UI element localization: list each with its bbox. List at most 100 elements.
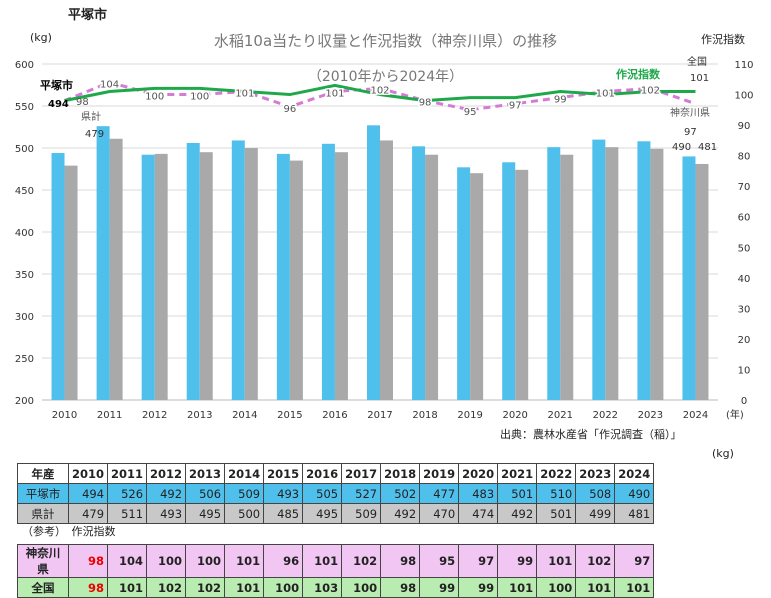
y-tick-right: 10 [738,365,751,376]
table-cell: 485 [263,503,304,524]
y-tick-right: 100 [734,91,753,102]
data-label-kanagawa-2022: 101 [596,88,615,99]
table-row-label: 県計 [17,503,69,524]
table-cell: 474 [458,503,499,524]
table-cell: 492 [380,503,421,524]
source-note: 出典：農林水産省「作況調査（稲）」 [500,428,682,441]
bar-pref-2021 [560,154,574,400]
table-cell: 100 [536,577,577,598]
table-cell: 101 [497,577,538,598]
table-row-label: 全国 [17,577,69,598]
bar-pref-2011 [109,138,123,400]
annotation-kanagawa: 神奈川県 [670,106,710,119]
bar-city-2019 [457,167,471,400]
bar-city-2017 [367,125,380,400]
chart-title: 水稲10a当たり収量と作況指数（神奈川県）の推移 [213,32,558,50]
y-axis-label-right: 作況指数 [701,33,745,46]
bar-city-2020 [502,162,516,400]
x-tick: 2013 [187,410,212,421]
table-cell: 481 [614,503,655,524]
table-cell: 100 [263,577,304,598]
table-cell: 495 [302,503,343,524]
bar-city-2011 [96,126,110,400]
bar-city-2010 [51,153,65,400]
table-cell: 494 [67,483,109,504]
bar-city-2021 [547,147,561,400]
bar-pref-2014 [244,148,258,400]
bar-city-2023 [637,141,651,400]
table-cell: 101 [302,544,343,578]
table-header-year: 2022 [536,463,577,484]
bar-pref-2020 [515,169,529,400]
data-label-kanagawa-2011: 104 [100,79,119,90]
table-cell: 492 [146,483,187,504]
table-cell: 508 [575,483,616,504]
data-table: 年産 2010 2011 2012 2013 2014 2015 2016 2017 2018 20… [17,463,655,598]
table-cell: 100 [146,544,187,578]
x-tick: 2015 [277,410,302,421]
table-cell: 97 [614,544,655,578]
y-tick-right: 50 [738,243,751,254]
table-cell: 505 [302,483,343,504]
bar-pref-2018 [425,154,439,400]
y-tick-left: 250 [15,354,34,365]
y-tick-left: 600 [15,60,34,71]
table-header-year: 2012 [146,463,187,484]
table-cell: 490 [614,483,655,504]
table-cell: 509 [224,483,265,504]
table-cell: 102 [575,544,616,578]
y-tick-left: 300 [15,312,34,323]
data-label-kanagawa-2021: 99 [554,95,567,106]
table-cell: 99 [458,577,499,598]
bar-city-2018 [412,146,426,400]
table-cell: 95 [419,544,460,578]
table-cell: 493 [263,483,304,504]
table-cell: 104 [107,544,148,578]
table-cell: 96 [263,544,304,578]
data-label-kanagawa-2020: 97 [509,101,522,112]
table-header-year: 2013 [185,463,226,484]
bar-pref-2019 [470,173,484,400]
bar-pref-2023 [650,148,664,400]
bar-pref-2010 [64,165,78,400]
y-tick-left: 450 [15,186,34,197]
table-header-year: 2015 [263,463,304,484]
table-header-row: 年産 2010 2011 2012 2013 2014 2015 2016 2017 2018 20… [17,463,655,484]
data-label-kanagawa-2018: 98 [419,98,432,109]
table-header-year: 2016 [302,463,343,484]
city-title: 平塚市 [68,8,108,23]
line-kanagawa-index [63,80,696,112]
table-header-year: 2011 [107,463,148,484]
annotation-national: 全国 [687,55,707,68]
table-cell: 103 [302,577,343,598]
data-label-pref-last: 481 [698,142,717,153]
table-cell: 100 [185,544,226,578]
table-cell: 101 [575,577,616,598]
data-label-pref-first: 479 [85,129,104,140]
bar-pref-2012 [154,153,168,400]
table-cell: 506 [185,483,226,504]
data-label-kanagawa-2012: 100 [145,92,164,103]
y-tick-right: 60 [738,213,751,224]
chart-svg: 200 250 300 350 400 450 500 550 600 0 10 20 30 40 50 60… [15,55,754,421]
y-axis-label-left: (kg) [30,31,52,44]
table-header-year: 2014 [224,463,265,484]
x-tick: 2016 [322,410,347,421]
x-tick: 2023 [638,410,663,421]
data-label-city-last: 490 [672,142,691,153]
data-label-kanagawa-2023: 102 [641,85,660,96]
bar-city-2015 [276,153,290,400]
table-cell: 101 [224,577,265,598]
y-tick-right: 70 [738,182,751,193]
x-tick: 2012 [142,410,167,421]
y-tick-right: 0 [741,396,747,407]
bar-pref-2016 [334,152,348,400]
table-cell: 501 [497,483,538,504]
table-header-year: 2019 [419,463,460,484]
y-tick-right: 20 [738,335,751,346]
table-cell: 526 [107,483,148,504]
table-cell: 100 [341,577,382,598]
bar-pref-2015 [289,160,303,400]
data-label-kanagawa-2017: 102 [370,85,389,96]
table-cell: 502 [380,483,421,504]
